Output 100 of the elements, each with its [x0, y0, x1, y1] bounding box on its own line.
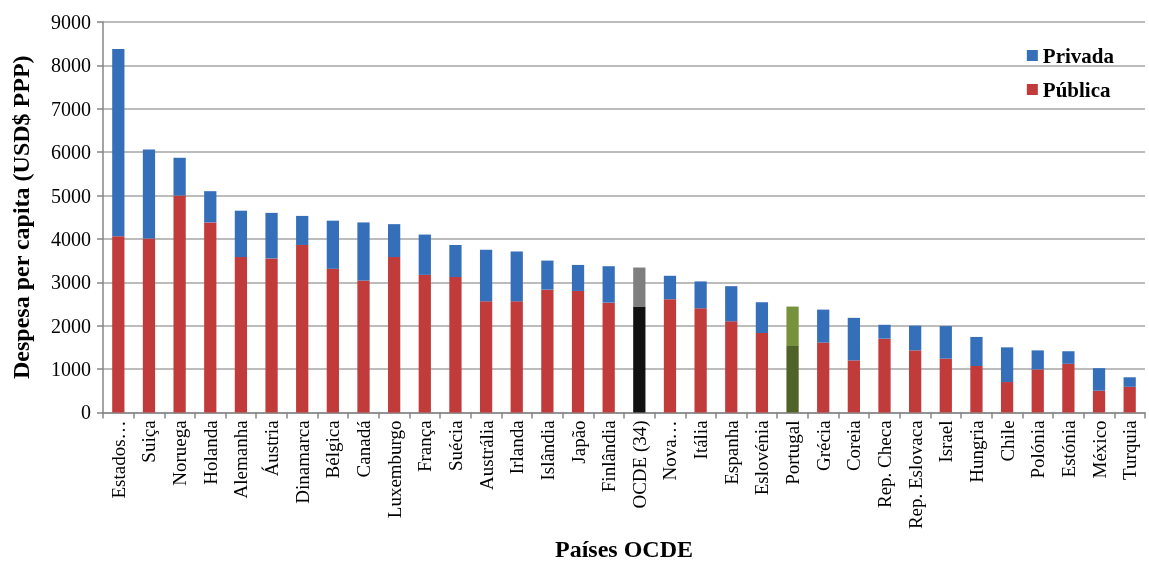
bar [1062, 351, 1075, 364]
x-tick-label: Noruega [169, 419, 191, 486]
x-tick-label: Bélgica [322, 419, 344, 479]
bar [725, 286, 738, 322]
bar [663, 299, 677, 413]
x-axis-title: Países OCDE [555, 536, 693, 562]
bar [142, 149, 156, 239]
bar [326, 268, 339, 413]
bar [602, 302, 615, 413]
bar [418, 234, 431, 275]
bar [296, 215, 309, 245]
bar [1031, 369, 1044, 413]
bar [970, 336, 983, 366]
x-tick-label: Polónia [1027, 419, 1049, 479]
bar [1123, 386, 1136, 413]
bar [173, 157, 186, 196]
bar [725, 321, 738, 413]
y-tick-label: 8000 [51, 54, 91, 77]
y-tick-label: 4000 [51, 227, 91, 250]
y-tick-label: 3000 [51, 271, 91, 294]
bar [970, 366, 983, 413]
x-tick-label: Alemanha [230, 419, 252, 499]
y-tick-label: 1000 [51, 358, 91, 381]
y-tick-label: 0 [81, 401, 91, 424]
x-tick-label: Hungria [965, 419, 987, 483]
bar [1000, 382, 1014, 413]
x-tick-label: Holanda [199, 419, 221, 485]
x-tick-label: Rep. Checa [874, 419, 895, 508]
bar [909, 350, 922, 413]
x-tick-label: Áustria [261, 419, 283, 477]
x-tick-label: OCDE (34) [628, 420, 651, 509]
x-tick-label: Portugal [782, 420, 804, 485]
bar [939, 358, 952, 413]
bar [1092, 368, 1106, 391]
bar [510, 251, 523, 302]
x-tick-label: Eslovénia [751, 419, 773, 496]
bar [1000, 347, 1014, 383]
x-tick-label: Chile [996, 420, 1018, 462]
bar [571, 264, 585, 291]
x-tick-label: Grécia [812, 419, 834, 472]
x-tick-label: Itália [690, 419, 712, 460]
bar [1062, 363, 1075, 413]
bar [173, 195, 186, 413]
x-tick-label: México [1088, 420, 1110, 479]
bar [326, 220, 339, 269]
bar [296, 244, 309, 413]
bar [541, 289, 554, 413]
bar [878, 324, 891, 339]
legend-label: Pública [1042, 77, 1112, 102]
y-tick-label: 7000 [51, 97, 91, 120]
bar [265, 212, 278, 259]
bar [479, 301, 493, 413]
bar [786, 306, 799, 347]
bar [357, 222, 370, 281]
bar [265, 258, 278, 413]
bar [663, 275, 677, 300]
bar [449, 277, 462, 413]
bar [1031, 350, 1044, 370]
bar [357, 280, 370, 413]
bar [1123, 377, 1136, 387]
bar [112, 48, 125, 237]
bar [204, 191, 217, 223]
bar [939, 326, 952, 359]
x-tick-label: Dinamarca [291, 419, 313, 504]
bar [909, 325, 922, 351]
x-tick-label: Austrália [475, 419, 497, 491]
bar [479, 249, 493, 302]
bar [388, 257, 401, 413]
x-tick-label: França [414, 419, 436, 473]
x-tick-label: Estados… [107, 420, 129, 499]
x-tick-label: Suécia [444, 419, 466, 472]
x-tick-label: Estónia [1057, 419, 1079, 478]
bar [1092, 390, 1106, 413]
bar [571, 290, 585, 413]
x-tick-label: Luxemburgo [383, 420, 405, 519]
bar [878, 338, 891, 413]
x-tick-label: Finlândia [598, 419, 620, 493]
bar [633, 267, 646, 307]
y-tick-label: 5000 [51, 184, 91, 207]
bar [847, 360, 860, 413]
y-axis-title: Despesa per capita (USD$ PPP) [8, 55, 34, 379]
x-tick-label: Turquia [1119, 419, 1141, 480]
x-tick-label: Nova… [659, 420, 681, 481]
bar [142, 238, 156, 413]
x-tick-label: Rep. Eslovaca [904, 419, 926, 530]
y-tick-label: 2000 [51, 314, 91, 337]
bar [204, 222, 217, 413]
bar [449, 244, 462, 278]
y-tick-label: 6000 [51, 141, 91, 164]
bar [633, 306, 646, 413]
legend-label: Privada [1042, 43, 1115, 68]
x-tick-label: Suiça [138, 419, 160, 463]
bar [817, 309, 830, 343]
bar [755, 333, 769, 413]
bar [234, 210, 248, 258]
bar [847, 317, 860, 361]
bar [541, 260, 554, 290]
x-tick-label: Coreia [843, 419, 865, 472]
bar [817, 342, 830, 413]
x-tick-label: Israel [935, 420, 957, 463]
